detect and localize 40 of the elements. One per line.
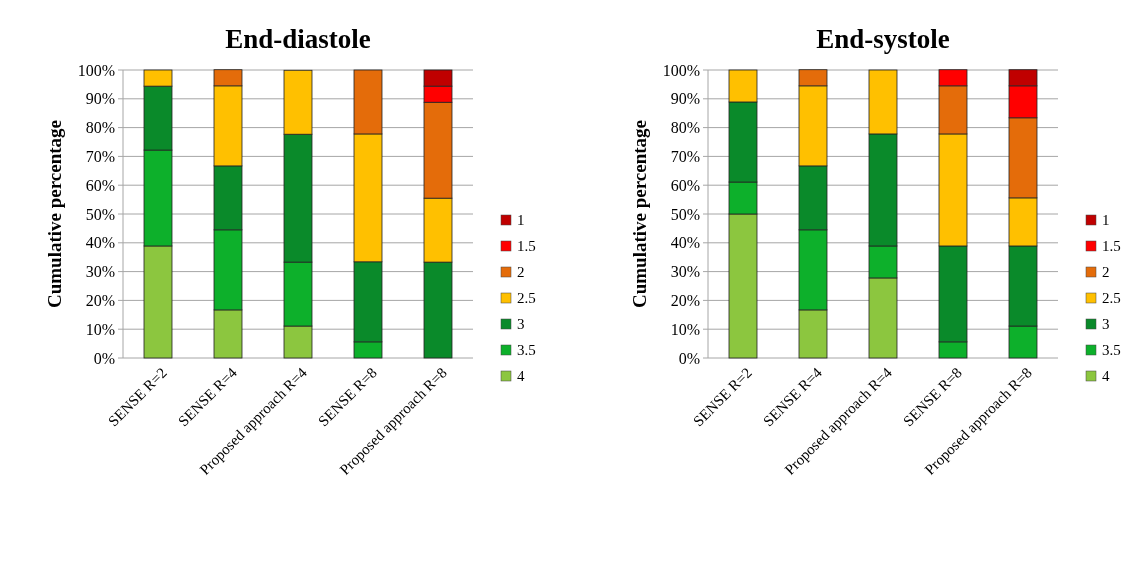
y-tick-label: 60%	[85, 176, 115, 194]
y-axis-title: Cumulative percentage	[44, 119, 65, 309]
chart-title: End-systole	[816, 24, 950, 54]
legend-label: 2.5	[1102, 290, 1121, 307]
y-tick-label: 0%	[93, 349, 115, 367]
legend-label: 2	[1102, 264, 1110, 281]
legend-label: 3	[1102, 316, 1110, 333]
y-tick-label: 70%	[85, 148, 115, 165]
legend-label: 3.5	[1102, 342, 1121, 359]
legend-label: 2.5	[517, 290, 536, 307]
y-tick-label: 50%	[670, 205, 700, 223]
y-tick-label: 30%	[670, 263, 700, 281]
chart-title: End-diastole	[225, 24, 371, 54]
legend-label: 4	[517, 368, 525, 385]
y-tick-label: 80%	[670, 119, 700, 137]
legend-label: 1	[1102, 212, 1110, 229]
y-tick-label: 100%	[662, 61, 700, 79]
y-axis-title: Cumulative percentage	[629, 119, 650, 309]
y-tick-label: 90%	[670, 90, 700, 108]
y-tick-label: 20%	[670, 292, 700, 309]
y-tick-label: 40%	[85, 234, 115, 252]
y-tick-label: 20%	[85, 292, 115, 309]
y-tick-label: 30%	[85, 263, 115, 281]
legend-label: 1.5	[517, 238, 536, 255]
legend-label: 4	[1102, 368, 1110, 385]
legend-label: 1	[517, 212, 525, 229]
y-tick-label: 10%	[670, 320, 700, 338]
legend-label: 3.5	[517, 342, 536, 359]
legend-label: 2	[517, 264, 525, 281]
y-tick-label: 90%	[85, 90, 115, 108]
y-tick-label: 60%	[670, 176, 700, 194]
y-tick-label: 10%	[85, 320, 115, 338]
legend-label: 1.5	[1102, 238, 1121, 255]
y-tick-label: 80%	[85, 119, 115, 137]
y-tick-label: 70%	[670, 148, 700, 165]
y-tick-label: 0%	[678, 349, 700, 367]
y-tick-label: 100%	[77, 61, 115, 79]
y-tick-label: 50%	[85, 205, 115, 223]
y-tick-label: 40%	[670, 234, 700, 252]
legend-label: 3	[517, 316, 525, 333]
